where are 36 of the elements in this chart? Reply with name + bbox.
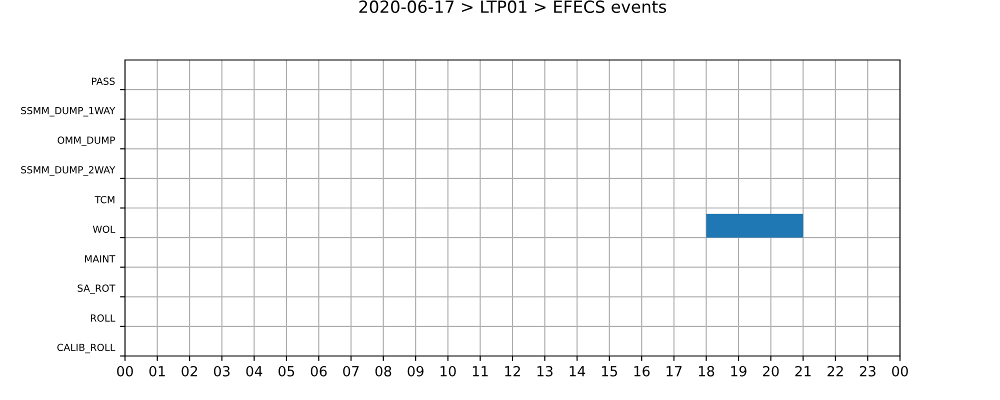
y-tick-label: SSMM_DUMP_2WAY [21, 166, 116, 176]
y-tick-label: MAINT [85, 255, 116, 262]
x-tick-label: 01 [149, 366, 165, 376]
x-tick-label: 02 [182, 366, 198, 376]
x-tick-label: 10 [440, 366, 456, 376]
x-tick-label: 21 [795, 366, 811, 376]
x-tick-label: 17 [666, 366, 682, 376]
y-tick-label: CALIB_ROLL [57, 344, 116, 354]
x-tick-label: 03 [214, 366, 230, 376]
x-tick-label: 12 [505, 366, 520, 376]
x-tick-label: 07 [343, 366, 359, 376]
x-tick-label: 06 [310, 366, 327, 376]
x-tick-label: 19 [731, 366, 746, 376]
x-tick-label: 15 [602, 366, 617, 376]
x-tick-label: 04 [246, 366, 262, 376]
x-tick-label: 08 [375, 366, 392, 376]
y-tick-label: SA_ROT [78, 284, 116, 294]
chart-title: 2020-06-17 > LTP01 > EFECS events [359, 0, 666, 14]
x-tick-label: 09 [408, 366, 424, 376]
x-tick-label: 16 [634, 366, 650, 376]
x-tick-label: 00 [117, 366, 133, 376]
x-tick-label: 11 [472, 366, 488, 376]
y-tick-label: ROLL [90, 314, 116, 322]
x-tick-label: 13 [537, 366, 553, 376]
y-tick-label: PASS [92, 78, 115, 85]
x-tick-label: 23 [860, 366, 876, 376]
y-tick-label: WOL [92, 226, 116, 233]
y-tick-label: OMM_DUMP [58, 136, 115, 146]
x-tick-label: 20 [763, 366, 779, 376]
x-tick-label: 22 [828, 366, 843, 376]
x-tick-label: 14 [570, 366, 586, 376]
x-tick-label: 05 [278, 366, 294, 376]
x-tick-label: 18 [698, 366, 714, 376]
x-tick-label: 00 [892, 366, 908, 376]
y-tick-label: TCM [94, 196, 114, 204]
y-tick-label: SSMM_DUMP_1WAY [21, 106, 116, 116]
